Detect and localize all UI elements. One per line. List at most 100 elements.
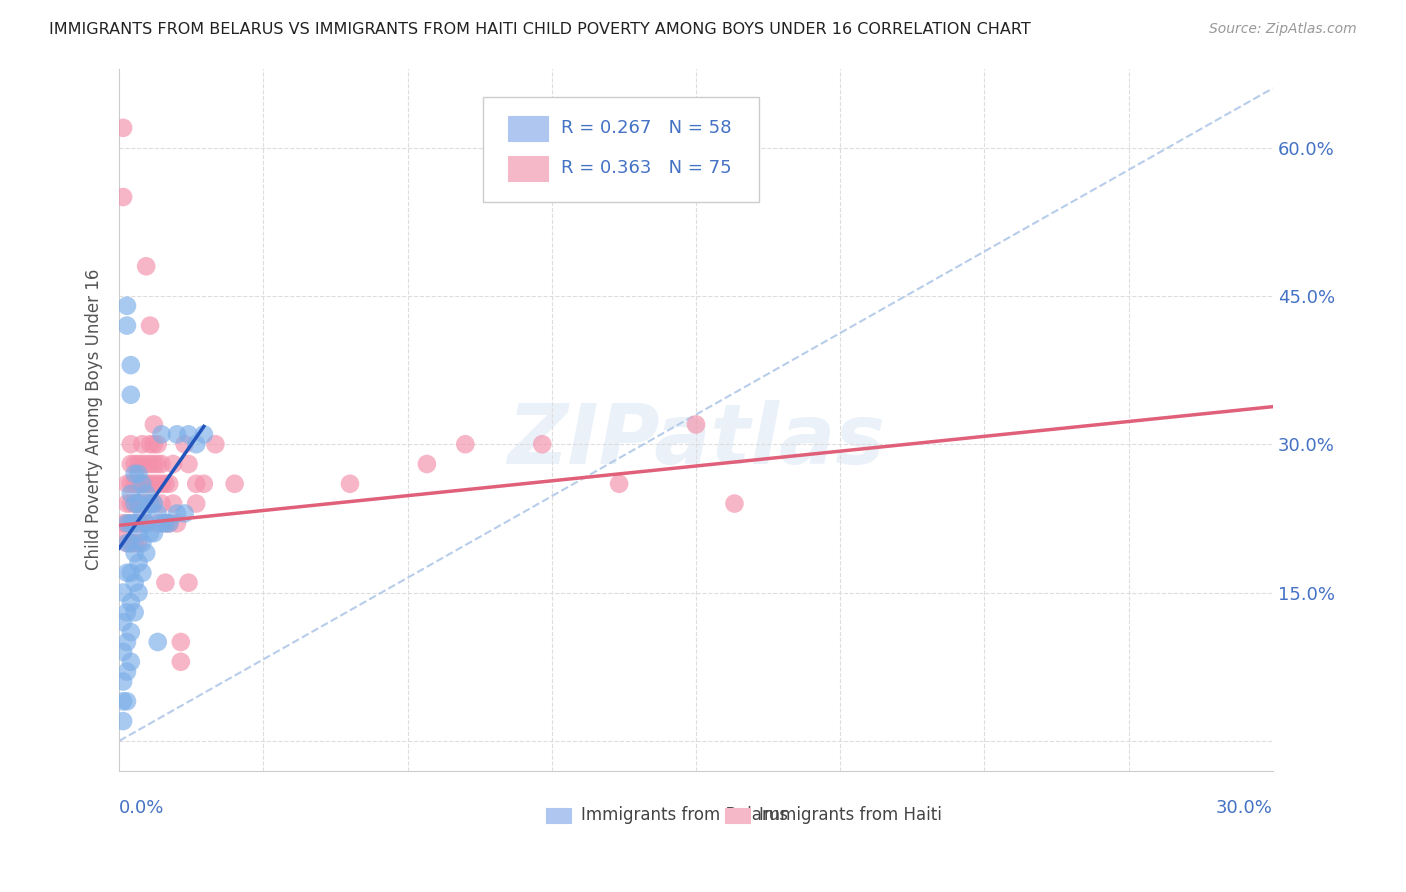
Point bbox=[115, 299, 138, 313]
Text: 30.0%: 30.0% bbox=[1216, 798, 1272, 816]
FancyBboxPatch shape bbox=[482, 96, 759, 202]
Point bbox=[193, 476, 215, 491]
Point bbox=[115, 566, 138, 580]
Point bbox=[115, 476, 138, 491]
Point bbox=[120, 536, 142, 550]
Point bbox=[124, 605, 146, 619]
Point bbox=[142, 437, 165, 451]
Point bbox=[339, 476, 361, 491]
Point bbox=[531, 437, 554, 451]
Point bbox=[131, 516, 153, 531]
Bar bbox=[508, 116, 548, 141]
Point bbox=[170, 655, 193, 669]
Point bbox=[162, 497, 184, 511]
Point bbox=[139, 497, 162, 511]
Point bbox=[115, 536, 138, 550]
Point bbox=[150, 497, 173, 511]
Point bbox=[685, 417, 707, 432]
Point bbox=[112, 516, 135, 531]
Point bbox=[139, 318, 162, 333]
Point bbox=[112, 714, 135, 728]
Point bbox=[115, 694, 138, 708]
Point bbox=[112, 585, 135, 599]
Point bbox=[124, 546, 146, 560]
Point bbox=[142, 476, 165, 491]
Point bbox=[128, 476, 150, 491]
Point bbox=[155, 516, 177, 531]
Point bbox=[131, 476, 153, 491]
Point bbox=[146, 507, 169, 521]
Point bbox=[146, 437, 169, 451]
Point bbox=[120, 655, 142, 669]
Point bbox=[142, 526, 165, 541]
Point bbox=[157, 516, 180, 531]
Point bbox=[128, 516, 150, 531]
Point bbox=[224, 476, 246, 491]
Point bbox=[162, 457, 184, 471]
Point bbox=[131, 507, 153, 521]
Point bbox=[155, 476, 177, 491]
Y-axis label: Child Poverty Among Boys Under 16: Child Poverty Among Boys Under 16 bbox=[86, 268, 103, 570]
Point bbox=[131, 566, 153, 580]
Point bbox=[131, 497, 153, 511]
Text: R = 0.363   N = 75: R = 0.363 N = 75 bbox=[561, 159, 731, 178]
Point bbox=[115, 665, 138, 679]
Point bbox=[112, 120, 135, 135]
Point bbox=[150, 427, 173, 442]
Point bbox=[124, 497, 146, 511]
Point bbox=[115, 605, 138, 619]
Point bbox=[157, 516, 180, 531]
Point bbox=[139, 457, 162, 471]
Text: Immigrants from Belarus: Immigrants from Belarus bbox=[581, 806, 787, 824]
Point bbox=[120, 358, 142, 372]
Point bbox=[146, 635, 169, 649]
Point bbox=[157, 476, 180, 491]
Point bbox=[173, 437, 195, 451]
Point bbox=[120, 457, 142, 471]
Point bbox=[146, 457, 169, 471]
Point bbox=[150, 476, 173, 491]
Text: Immigrants from Haiti: Immigrants from Haiti bbox=[759, 806, 942, 824]
Point bbox=[128, 536, 150, 550]
Point bbox=[186, 476, 208, 491]
Point bbox=[146, 476, 169, 491]
Point bbox=[166, 516, 188, 531]
Point bbox=[135, 457, 157, 471]
Point bbox=[120, 536, 142, 550]
Point bbox=[142, 497, 165, 511]
Point bbox=[139, 437, 162, 451]
Point bbox=[115, 318, 138, 333]
Point bbox=[128, 556, 150, 570]
Point bbox=[135, 546, 157, 560]
Text: ZIPatlas: ZIPatlas bbox=[508, 401, 884, 481]
Point bbox=[120, 625, 142, 640]
Point bbox=[128, 467, 150, 481]
Point bbox=[128, 497, 150, 511]
Text: R = 0.267   N = 58: R = 0.267 N = 58 bbox=[561, 120, 731, 137]
Point bbox=[135, 516, 157, 531]
Point bbox=[124, 516, 146, 531]
Point bbox=[120, 516, 142, 531]
Point bbox=[131, 457, 153, 471]
Point bbox=[115, 635, 138, 649]
Point bbox=[124, 516, 146, 531]
Point bbox=[173, 507, 195, 521]
Point bbox=[128, 497, 150, 511]
Point bbox=[112, 526, 135, 541]
Point bbox=[124, 467, 146, 481]
Point bbox=[186, 437, 208, 451]
Point bbox=[139, 497, 162, 511]
Point bbox=[124, 575, 146, 590]
Point bbox=[186, 497, 208, 511]
Point bbox=[120, 566, 142, 580]
Point bbox=[112, 694, 135, 708]
Point bbox=[135, 516, 157, 531]
Point bbox=[115, 536, 138, 550]
Point bbox=[204, 437, 226, 451]
Point bbox=[120, 437, 142, 451]
Text: Source: ZipAtlas.com: Source: ZipAtlas.com bbox=[1209, 22, 1357, 37]
Point bbox=[128, 457, 150, 471]
Point bbox=[120, 595, 142, 609]
Point bbox=[150, 457, 173, 471]
Point bbox=[120, 388, 142, 402]
